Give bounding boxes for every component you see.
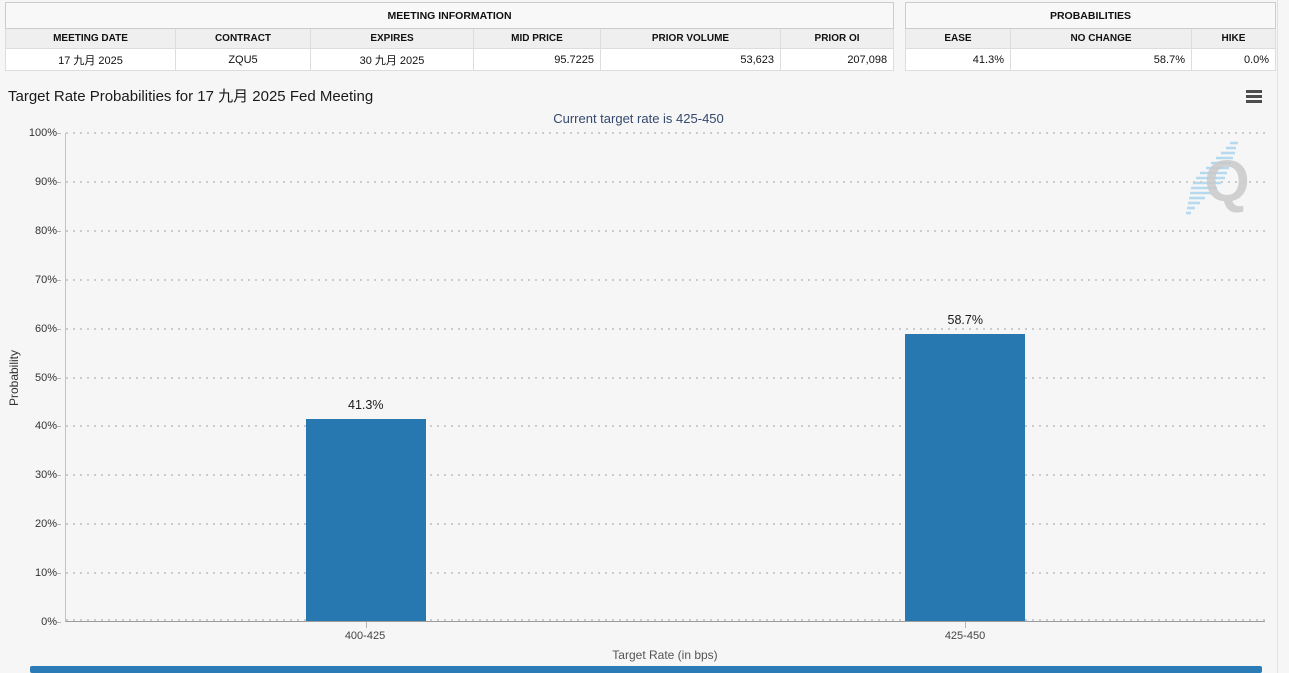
x-axis-title: Target Rate (in bps) <box>65 648 1265 662</box>
col-header-mid-price: MID PRICE <box>474 29 601 49</box>
prior-oi-value: 207,098 <box>781 49 894 71</box>
bar-400-425[interactable] <box>306 419 426 621</box>
col-header-expires: EXPIRES <box>311 29 474 49</box>
hike-value: 0.0% <box>1192 49 1276 71</box>
ease-value: 41.3% <box>906 49 1011 71</box>
col-header-hike: HIKE <box>1192 29 1276 49</box>
footer-bar[interactable] <box>30 666 1262 673</box>
chart-subtitle: Current target rate is 425-450 <box>0 111 1277 126</box>
probabilities-row: 41.3% 58.7% 0.0% <box>906 49 1276 71</box>
bar-slot: 58.7% <box>666 133 1266 621</box>
y-tick-label: 20% <box>35 518 57 530</box>
chart-title: Target Rate Probabilities for 17 九月 2025… <box>8 85 373 106</box>
bar-slot: 41.3% <box>66 133 666 621</box>
y-tick-label: 50% <box>35 372 57 384</box>
col-header-ease: EASE <box>906 29 1011 49</box>
y-tick-mark <box>57 524 61 525</box>
bar-value-label: 58.7% <box>948 313 983 327</box>
y-tick-mark <box>57 378 61 379</box>
y-tick-label: 70% <box>35 274 57 286</box>
x-tick-mark <box>965 622 966 628</box>
y-tick-mark <box>57 573 61 574</box>
y-tick-mark <box>57 426 61 427</box>
no-change-value: 58.7% <box>1011 49 1192 71</box>
y-tick-label: 40% <box>35 420 57 432</box>
y-axis-labels: 0%10%20%30%40%50%60%70%80%90%100% <box>0 133 61 622</box>
y-tick-mark <box>57 475 61 476</box>
x-axis-labels: 400-425425-450 <box>65 630 1265 642</box>
expires-value: 30 九月 2025 <box>311 49 474 71</box>
y-tick-mark <box>57 133 61 134</box>
probabilities-title: PROBABILITIES <box>906 3 1276 29</box>
panel-divider <box>1277 0 1278 673</box>
x-tick-label: 400-425 <box>65 630 665 642</box>
y-tick-label: 30% <box>35 469 57 481</box>
y-tick-mark <box>57 622 61 623</box>
hamburger-menu-icon <box>1246 90 1262 93</box>
mid-price-value: 95.7225 <box>474 49 601 71</box>
y-tick-mark <box>57 280 61 281</box>
meeting-information-table: MEETING INFORMATION MEETING DATE CONTRAC… <box>5 2 894 71</box>
y-tick-label: 0% <box>41 616 57 628</box>
meeting-information-title: MEETING INFORMATION <box>6 3 894 29</box>
col-header-prior-volume: PRIOR VOLUME <box>601 29 781 49</box>
meeting-date-value: 17 九月 2025 <box>6 49 176 71</box>
y-tick-mark <box>57 329 61 330</box>
prior-volume-value: 53,623 <box>601 49 781 71</box>
y-tick-mark <box>57 231 61 232</box>
y-tick-label: 10% <box>35 567 57 579</box>
col-header-no-change: NO CHANGE <box>1011 29 1192 49</box>
y-tick-label: 100% <box>29 127 57 139</box>
col-header-meeting-date: MEETING DATE <box>6 29 176 49</box>
x-tick-mark <box>366 622 367 628</box>
bar-425-450[interactable] <box>905 334 1025 621</box>
col-header-prior-oi: PRIOR OI <box>781 29 894 49</box>
probabilities-table: PROBABILITIES EASE NO CHANGE HIKE 41.3% … <box>905 2 1276 71</box>
contract-value: ZQU5 <box>176 49 311 71</box>
y-tick-label: 80% <box>35 225 57 237</box>
meeting-information-row: 17 九月 2025 ZQU5 30 九月 2025 95.7225 53,62… <box>6 49 894 71</box>
chart-menu-button[interactable] <box>1246 90 1262 103</box>
plot-area: Q 41.3%58.7% <box>65 133 1265 622</box>
y-tick-mark <box>57 182 61 183</box>
y-tick-label: 60% <box>35 323 57 335</box>
bar-value-label: 41.3% <box>348 398 383 412</box>
x-tick-label: 425-450 <box>665 630 1265 642</box>
y-tick-label: 90% <box>35 176 57 188</box>
col-header-contract: CONTRACT <box>176 29 311 49</box>
